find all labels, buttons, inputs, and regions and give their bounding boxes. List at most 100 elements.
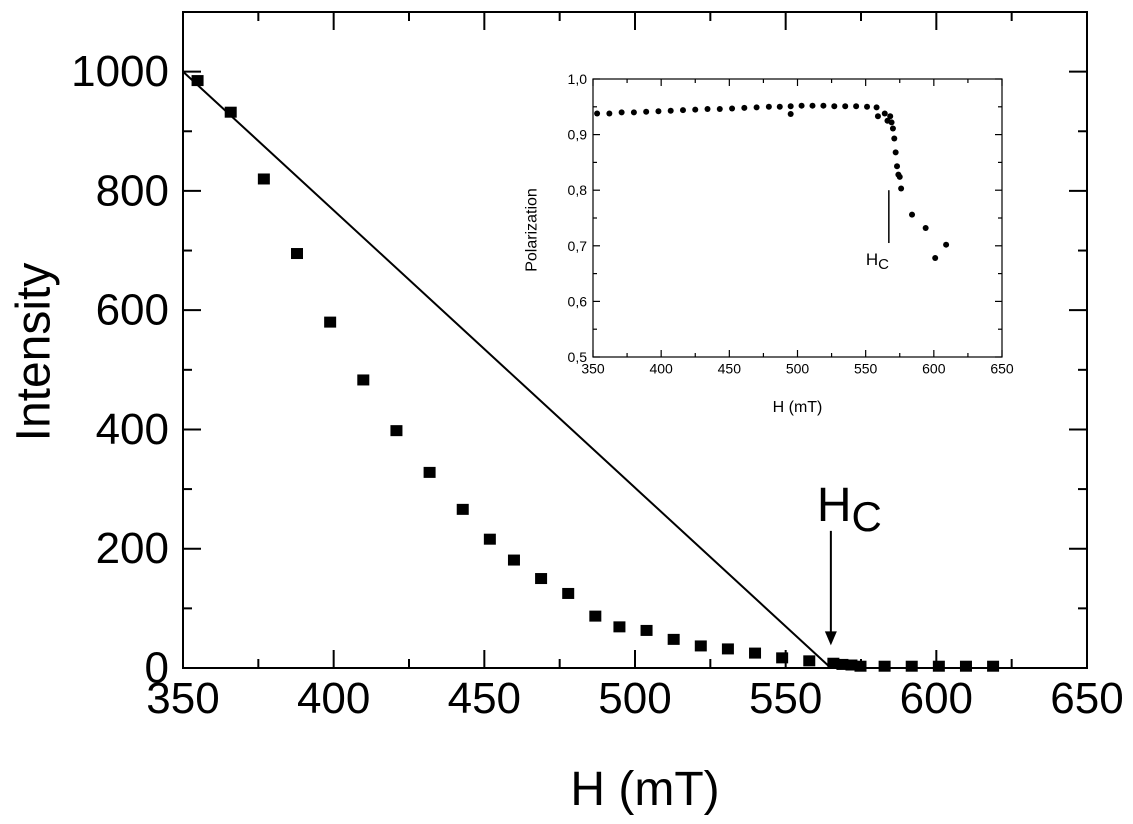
inset-data-point xyxy=(809,102,816,109)
inset-data-point xyxy=(943,241,950,248)
main-data-point xyxy=(324,316,337,328)
inset-y-tick-label: 0,5 xyxy=(568,349,588,365)
inset-y-tick-label: 0,7 xyxy=(568,238,588,254)
inset-x-tick-label: 650 xyxy=(990,360,1014,376)
inset-x-tick-label: 600 xyxy=(922,360,946,376)
inset-x-axis-title: H (mT) xyxy=(773,399,823,416)
main-fit-line xyxy=(182,70,832,669)
inset-data-point xyxy=(594,110,601,117)
inset-data-point xyxy=(704,106,711,113)
main-data-point xyxy=(390,425,403,437)
inset-data-point xyxy=(887,113,894,120)
main-data-point xyxy=(987,660,1000,672)
main-data-point xyxy=(589,610,602,622)
inset-data-point xyxy=(630,109,637,116)
main-data-point xyxy=(224,106,237,118)
inset-y-tick-label: 0,8 xyxy=(568,182,588,198)
main-data-point xyxy=(535,573,548,585)
main-data-point xyxy=(640,624,653,636)
inset-y-tick-label: 0,6 xyxy=(568,293,588,309)
main-y-tick-label: 1000 xyxy=(71,47,169,96)
inset-data-point xyxy=(787,111,794,118)
inset-data-point xyxy=(892,149,899,156)
main-x-tick-label: 350 xyxy=(146,674,219,723)
main-data-point xyxy=(357,374,370,386)
main-y-tick-label: 800 xyxy=(96,166,169,215)
inset-hc-label: HC xyxy=(866,250,889,273)
inset-data-point xyxy=(842,103,849,110)
main-x-tick-label: 400 xyxy=(297,674,370,723)
inset-x-tick-label: 350 xyxy=(581,360,605,376)
inset-x-tick-label: 500 xyxy=(786,360,810,376)
main-y-tick-label: 200 xyxy=(96,524,169,573)
main-data-point xyxy=(854,660,867,672)
inset-data-point xyxy=(716,106,723,113)
main-data-point xyxy=(721,643,734,655)
inset-data-point xyxy=(787,103,794,110)
main-data-point xyxy=(423,466,436,478)
inset-y-tick-label: 1,0 xyxy=(568,71,588,87)
main-data-point xyxy=(613,621,626,633)
inset-data-point xyxy=(922,225,929,232)
main-data-point xyxy=(827,657,840,669)
inset-hc-label-sub: C xyxy=(878,256,889,273)
inset-data-point xyxy=(874,113,881,120)
main-x-tick-label: 450 xyxy=(448,674,521,723)
main-data-point xyxy=(878,660,891,672)
main-y-tick-label: 0 xyxy=(145,644,169,693)
inset-data-point xyxy=(618,109,625,116)
inset-data-point xyxy=(692,106,699,113)
inset-data-point xyxy=(896,173,903,180)
inset-data-point xyxy=(667,107,674,114)
main-data-point xyxy=(291,248,304,260)
main-data-point xyxy=(749,647,762,659)
inset-data-point xyxy=(765,103,772,110)
inset-y-axis-title: Polarization xyxy=(524,188,541,272)
main-hc-label-main: H xyxy=(817,479,852,532)
inset-data-point xyxy=(820,102,827,109)
inset-data-point xyxy=(655,108,662,115)
inset-data-point xyxy=(798,102,805,109)
inset-data-point xyxy=(776,103,783,110)
main-data-point xyxy=(836,658,849,670)
inset-data-point xyxy=(873,104,880,111)
main-x-tick-label: 650 xyxy=(1050,674,1123,723)
main-data-point xyxy=(456,503,469,515)
main-data-point xyxy=(507,554,520,566)
main-hc-arrow-head xyxy=(824,631,837,646)
main-plot: 350 400 450 500 550 600 650 0 200 400 600 800 1000 H … xyxy=(8,11,1124,816)
main-data-point xyxy=(845,659,858,671)
main-x-tick-label: 550 xyxy=(749,674,822,723)
inset-plot-frame xyxy=(592,78,1003,358)
inset-data-point xyxy=(741,104,748,111)
main-data-point xyxy=(483,533,496,545)
inset-data-point xyxy=(932,255,939,262)
inset-data-point xyxy=(853,103,860,110)
inset-x-tick-label: 400 xyxy=(649,360,673,376)
main-data-point xyxy=(191,75,204,87)
main-data-point xyxy=(257,173,270,185)
inset-data-point xyxy=(606,110,613,117)
inset-x-tick-label: 550 xyxy=(854,360,878,376)
inset-data-point xyxy=(643,108,650,115)
inset-data-point xyxy=(891,135,898,142)
inset-data-point xyxy=(881,110,888,117)
main-y-tick-label: 600 xyxy=(96,286,169,335)
main-data-point xyxy=(667,633,680,645)
inset-data-point xyxy=(753,104,760,111)
main-x-axis-title: H (mT) xyxy=(570,763,719,816)
main-data-point xyxy=(694,640,707,652)
main-data-point xyxy=(776,652,789,664)
main-hc-label-sub: C xyxy=(852,493,882,540)
main-data-point xyxy=(932,660,945,672)
inset-data-point xyxy=(729,105,736,112)
inset-data-point xyxy=(894,163,901,170)
inset-plot: 350 400 450 500 550 600 650 0,5 0,6 0,7 0,8 0,9 1,0 H… xyxy=(524,71,1014,416)
inset-data-point xyxy=(831,103,838,110)
main-x-tick-label: 500 xyxy=(598,674,671,723)
inset-data-point xyxy=(909,211,916,218)
inset-hc-label-main: H xyxy=(866,250,878,269)
main-x-tick-label: 600 xyxy=(900,674,973,723)
